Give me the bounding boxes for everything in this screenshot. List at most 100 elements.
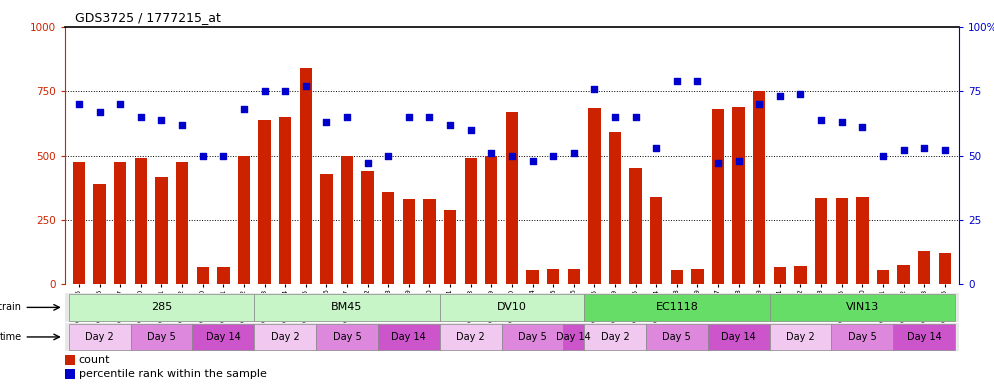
Point [648,145,664,151]
Text: GDS3725 / 1777215_at: GDS3725 / 1777215_at [75,12,221,25]
Text: Day 2: Day 2 [456,332,485,342]
Point [545,152,561,159]
Point [339,114,355,120]
Bar [769,324,831,350]
Bar [320,174,333,284]
Bar [65,355,75,366]
Bar [938,253,951,284]
Bar [378,324,439,350]
Bar [464,158,477,284]
Bar [671,270,683,284]
Text: Day 5: Day 5 [518,332,547,342]
Text: Day 2: Day 2 [270,332,299,342]
Bar [114,162,126,284]
Point [504,152,520,159]
Bar [646,324,708,350]
Point [607,114,623,120]
Point [463,127,479,133]
Bar [197,267,209,284]
Bar [629,169,642,284]
Bar [773,267,786,284]
Bar [547,269,560,284]
Bar [382,192,395,284]
Bar [423,199,435,284]
Bar [362,171,374,284]
Point [216,152,232,159]
Point [855,124,871,130]
Bar [877,270,889,284]
Bar [898,265,910,284]
Point [256,88,272,94]
Text: Day 14: Day 14 [392,332,426,342]
Text: Day 14: Day 14 [557,332,591,342]
Point [875,152,891,159]
Bar [73,162,85,284]
Text: BM45: BM45 [331,302,363,313]
Bar [588,108,600,284]
Bar [733,107,745,284]
Point [174,122,190,128]
Bar [238,156,250,284]
Bar [918,251,930,284]
Point [772,93,788,99]
Bar [708,324,769,350]
Point [792,91,808,97]
Bar [831,324,894,350]
Bar [444,210,456,284]
Text: Day 2: Day 2 [600,332,629,342]
Text: Day 5: Day 5 [333,332,362,342]
Bar [815,198,827,284]
Point [813,116,829,122]
Bar [485,156,497,284]
Bar [176,162,188,284]
Point [153,116,169,122]
Point [133,114,149,120]
Bar [502,324,564,350]
Bar [439,294,584,321]
Point [627,114,643,120]
Bar [568,269,580,284]
Bar [258,119,270,284]
Bar [753,91,765,284]
Point [360,160,376,166]
Bar [403,199,415,284]
Text: time: time [0,332,22,342]
Text: Day 2: Day 2 [85,332,114,342]
Text: VIN13: VIN13 [846,302,879,313]
Point [586,86,602,92]
Point [91,109,107,115]
Point [195,152,211,159]
Point [483,150,499,156]
Bar [155,177,168,284]
Bar [691,269,704,284]
Point [669,78,685,84]
Bar [894,324,955,350]
Point [318,119,334,125]
Bar [135,158,147,284]
Text: Day 5: Day 5 [848,332,877,342]
Bar [712,109,725,284]
Bar [527,270,539,284]
Point [421,114,437,120]
Text: Day 14: Day 14 [907,332,941,342]
Point [525,157,541,164]
Point [834,119,850,125]
Point [298,83,314,89]
Bar [254,294,439,321]
Point [566,150,581,156]
Point [896,147,911,154]
Text: EC1118: EC1118 [655,302,698,313]
Point [442,122,458,128]
Text: 285: 285 [151,302,172,313]
Bar [769,294,955,321]
Text: Day 14: Day 14 [722,332,756,342]
Bar [341,156,353,284]
Bar [279,117,291,284]
Text: count: count [79,355,110,365]
Text: Day 5: Day 5 [662,332,691,342]
Bar [299,68,312,284]
Point [381,152,397,159]
Point [236,106,251,112]
Bar [193,324,254,350]
Bar [69,324,130,350]
